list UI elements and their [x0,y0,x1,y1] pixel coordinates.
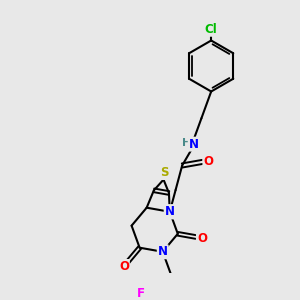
Text: O: O [197,232,207,244]
Text: F: F [137,287,145,300]
Text: O: O [119,260,129,273]
Text: N: N [158,245,168,258]
Text: N: N [165,205,175,218]
Text: Cl: Cl [205,23,217,36]
Text: O: O [203,155,213,168]
Text: H: H [182,138,191,148]
Text: N: N [189,138,199,151]
Text: N: N [165,205,175,218]
Text: S: S [160,166,169,179]
